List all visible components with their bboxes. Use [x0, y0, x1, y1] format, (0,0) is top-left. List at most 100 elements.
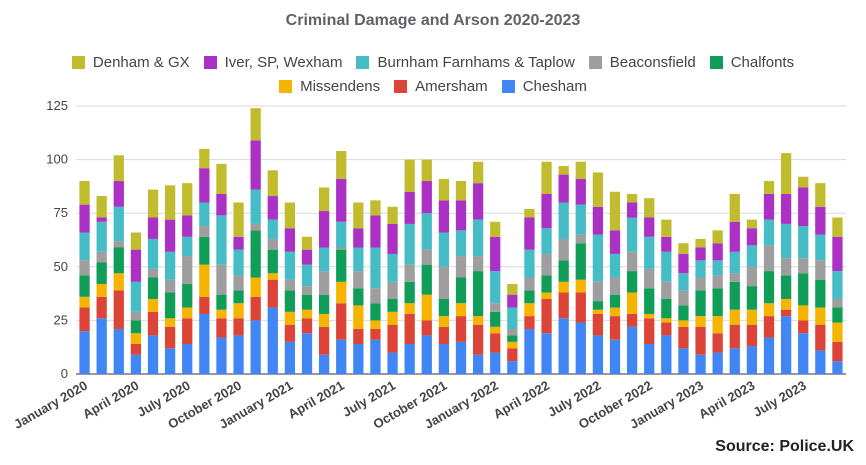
bar-segment-20-7	[421, 159, 432, 182]
bar-segment-20-1	[421, 320, 432, 336]
legend-label-iver: Iver, SP, Wexham	[224, 53, 343, 71]
bar-segment-35-5	[678, 273, 689, 291]
bar-segment-12-4	[284, 279, 296, 291]
bar-segment-3-4	[130, 311, 142, 321]
bar-segment-21-2	[438, 316, 450, 327]
legend-item-burnham: Burnham Farnhams & Taplow	[356, 54, 575, 71]
bar-segment-0-1	[79, 307, 90, 332]
legend-swatch-chalfonts	[709, 55, 723, 69]
bar-segment-38-5	[729, 251, 740, 274]
bar-segment-28-0	[558, 318, 569, 374]
bar-segment-38-7	[729, 193, 740, 222]
bar-segment-4-1	[147, 311, 159, 336]
bar-segment-29-7	[575, 161, 586, 179]
bar-segment-16-1	[353, 328, 364, 344]
bar-segment-15-0	[336, 339, 347, 374]
bar-segment-25-0	[507, 361, 518, 374]
bar-segment-10-3	[250, 230, 261, 278]
bar-segment-8-3	[216, 294, 227, 310]
bar-segment-21-7	[438, 178, 450, 201]
bar-segment-6-2	[182, 307, 193, 319]
bar-segment-22-0	[455, 341, 467, 374]
bar-segment-3-7	[130, 232, 142, 250]
bar-segment-13-5	[301, 264, 313, 287]
bar-segment-16-2	[353, 305, 364, 329]
bar-segment-40-1	[763, 316, 775, 338]
bar-segment-1-5	[96, 221, 107, 252]
bar-segment-11-1	[267, 279, 278, 308]
legend-item-chalfonts: Chalfonts	[709, 54, 794, 71]
bar-segment-16-6	[353, 228, 364, 248]
bar-segment-34-6	[661, 236, 672, 252]
bar-segment-1-4	[96, 251, 107, 263]
bar-segment-3-2	[130, 333, 142, 344]
bar-segment-20-6	[421, 181, 432, 214]
bar-segment-13-1	[301, 318, 313, 334]
bar-segment-40-3	[763, 271, 775, 304]
y-tick-label-75: 75	[54, 205, 68, 220]
bar-segment-31-7	[609, 191, 621, 231]
bar-segment-18-3	[387, 298, 398, 312]
bar-segment-19-0	[404, 343, 415, 374]
bar-segment-9-7	[233, 202, 244, 237]
legend-item-amersham: Amersham	[394, 78, 488, 95]
bar-segment-13-2	[301, 309, 313, 319]
bar-segment-7-6	[199, 168, 210, 203]
x-tick-label-0: January 2020	[11, 378, 90, 432]
bar-segment-37-1	[712, 333, 723, 353]
bar-segment-14-0	[318, 354, 330, 374]
bar-segment-8-1	[216, 318, 227, 338]
bar-segment-18-4	[387, 281, 398, 299]
bar-segment-42-2	[798, 305, 809, 321]
bar-segment-44-7	[832, 217, 843, 237]
bar-segment-21-1	[438, 326, 450, 344]
bar-segment-8-4	[216, 264, 227, 295]
bar-segment-30-4	[592, 281, 604, 302]
bar-segment-17-7	[370, 200, 381, 216]
x-tick-label-5: April 2021	[285, 378, 346, 422]
bar-segment-31-3	[609, 294, 621, 308]
bar-segment-19-3	[404, 281, 415, 304]
bar-segment-25-3	[507, 335, 518, 342]
bar-segment-24-3	[490, 311, 501, 327]
bar-segment-15-2	[336, 281, 347, 304]
bar-segment-30-7	[592, 172, 604, 207]
bar-segment-19-7	[404, 159, 415, 192]
bar-segment-16-0	[353, 343, 364, 374]
bar-segment-21-3	[438, 298, 450, 317]
bar-segment-43-1	[815, 324, 826, 351]
bar-segment-43-0	[815, 350, 826, 374]
bar-segment-38-1	[729, 324, 740, 349]
bar-segment-15-3	[336, 249, 347, 282]
bar-segment-25-6	[507, 294, 518, 308]
bar-segment-6-1	[182, 318, 193, 344]
bar-segment-17-5	[370, 247, 381, 289]
bar-segment-4-4	[147, 268, 159, 278]
bar-segment-29-2	[575, 279, 586, 293]
bar-segment-26-2	[524, 303, 535, 317]
bar-segment-44-6	[832, 236, 843, 272]
bar-segment-32-0	[626, 326, 638, 374]
bar-segment-28-2	[558, 281, 569, 293]
bar-segment-12-0	[284, 341, 296, 374]
bar-segment-27-1	[541, 298, 552, 334]
chart-title: Criminal Damage and Arson 2020-2023	[285, 12, 581, 29]
bar-segment-18-7	[387, 206, 398, 224]
bar-segment-2-2	[113, 273, 124, 291]
bar-segment-25-4	[507, 328, 518, 336]
legend-label-amersham: Amersham	[415, 77, 488, 95]
bar-segment-17-2	[370, 320, 381, 329]
bar-segment-5-4	[164, 279, 176, 293]
bar-segment-19-5	[404, 223, 415, 265]
bar-segment-42-6	[798, 187, 809, 227]
legend-swatch-beaconsfield	[588, 55, 602, 69]
bar-segment-31-4	[609, 277, 621, 295]
bar-segment-26-7	[524, 208, 535, 218]
bar-segment-33-1	[644, 318, 655, 344]
bar-segment-1-2	[96, 283, 107, 297]
bar-segment-35-7	[678, 243, 689, 254]
bar-segment-32-5	[626, 217, 638, 252]
legend-item-iver: Iver, SP, Wexham	[203, 53, 343, 71]
legend-swatch-iver	[203, 55, 217, 69]
bar-segment-21-0	[438, 343, 450, 374]
